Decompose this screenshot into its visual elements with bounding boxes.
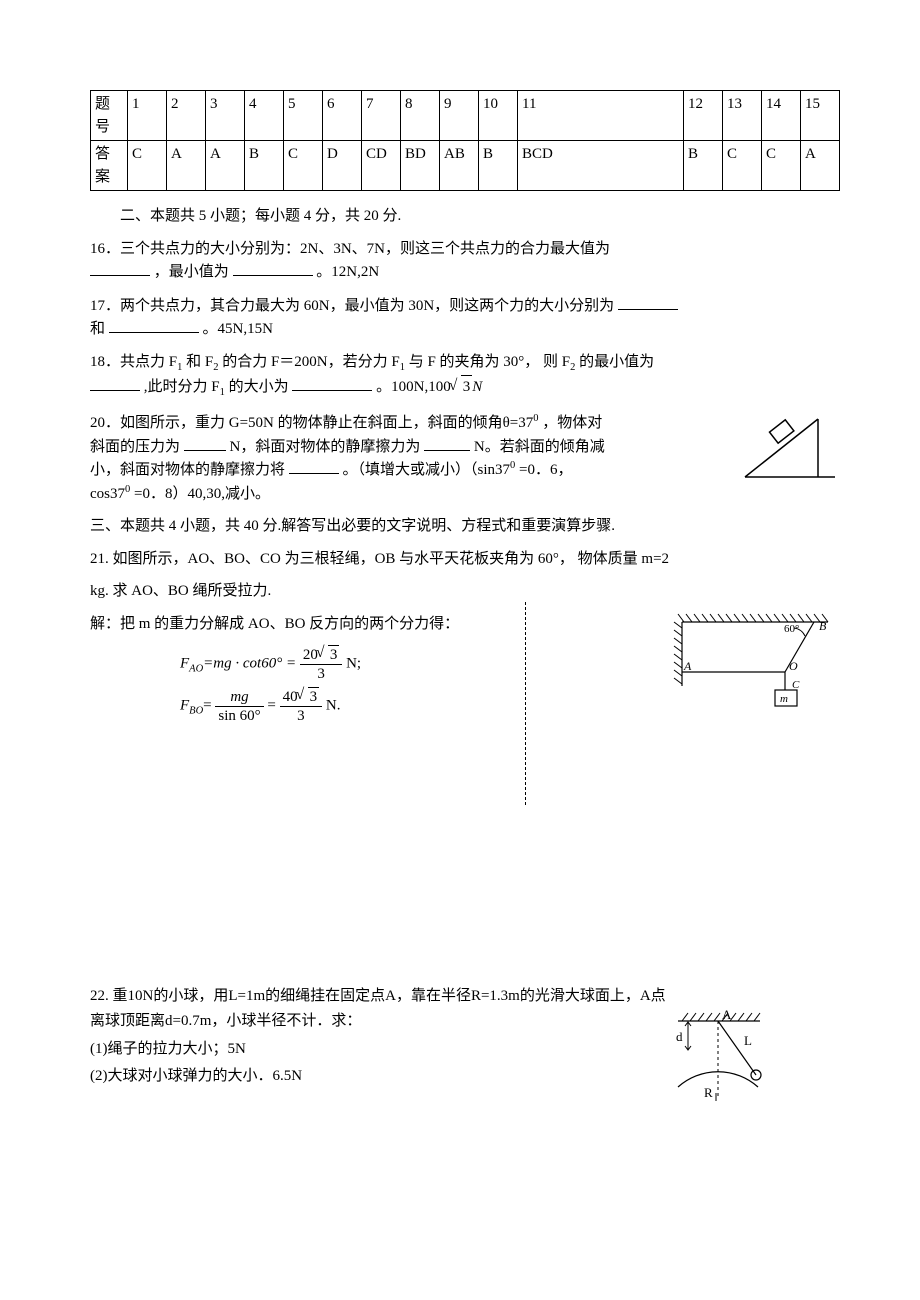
blank (184, 435, 226, 451)
q21-formula-1: FAO=mg · cot60° = 203 3 N; (180, 645, 510, 683)
fig21-O: O (789, 659, 798, 673)
q20-4: cos37 (90, 486, 125, 502)
blank (109, 317, 199, 333)
ans-cell: A (167, 141, 206, 191)
sphere-figure: A d L R (660, 1009, 780, 1119)
col-num: 13 (723, 91, 762, 141)
col-num: 6 (323, 91, 362, 141)
q18-b: 和 F (186, 354, 213, 370)
q20-4b: =0．8）40,30,减小。 (134, 486, 270, 502)
ans-cell: C (762, 141, 801, 191)
q21-formula-2: FBO= mg sin 60° = 403 3 N. (180, 687, 510, 725)
ans-cell: B (684, 141, 723, 191)
col-num: 1 (128, 91, 167, 141)
q18-h: 。100N,100 (376, 379, 451, 395)
q16-text-a: 16．三个共点力的大小分别为：2N、3N、7N，则这三个共点力的合力最大值为 (90, 241, 610, 257)
section3-title: 三、本题共 4 小题，共 40 分.解答写出必要的文字说明、方程式和重要演算步骤… (90, 515, 840, 538)
ans-cell: BD (401, 141, 440, 191)
q20-3c: =0．6， (519, 462, 572, 478)
ans-cell: CD (362, 141, 401, 191)
q20-2c: N。若斜面的倾角减 (474, 439, 605, 455)
col-num: 2 (167, 91, 206, 141)
q17-text-c: 。45N,15N (203, 321, 273, 337)
q18-d: 与 F 的夹角为 30°， 则 F (409, 354, 570, 370)
col-num: 4 (245, 91, 284, 141)
blank (424, 435, 470, 451)
ans-cell: AB (440, 141, 479, 191)
q22: A d L R 22. 重10N的小球，用L=1m的细绳挂在固定点A，靠在半径R… (90, 985, 840, 1087)
q18-c: 的合力 F＝200N，若分力 F (222, 354, 400, 370)
q17-text-b: 和 (90, 321, 105, 337)
ans-cell: C (723, 141, 762, 191)
q21-sol-intro: 解：把 m 的重力分解成 AO、BO 反方向的两个分力得： (90, 613, 510, 636)
ans-cell: C (128, 141, 167, 191)
q18-e: 的最小值为 (579, 354, 654, 370)
q20-3a: 小，斜面对物体的静摩擦力将 (90, 462, 285, 478)
q16-text-c: 。12N,2N (316, 264, 379, 280)
blank (618, 294, 678, 310)
fig21-angle: 60° (784, 623, 799, 635)
col-num: 8 (401, 91, 440, 141)
ans-cell: A (801, 141, 840, 191)
ans-cell: B (479, 141, 518, 191)
q21-line2: kg. 求 AO、BO 绳所受拉力. (90, 580, 510, 603)
q18-a: 18．共点力 F (90, 354, 177, 370)
fig22-A: A (722, 1009, 732, 1022)
fig22-L: L (744, 1033, 752, 1048)
q21-line1: 21. 如图所示，AO、BO、CO 为三根轻绳，OB 与水平天花板夹角为 60°… (90, 548, 840, 571)
col-num: 11 (518, 91, 684, 141)
q18-g: 的大小为 (229, 379, 289, 395)
fig21-B: B (819, 619, 827, 633)
ans-cell: B (245, 141, 284, 191)
incline-figure (740, 411, 840, 483)
q20-2a: 斜面的压力为 (90, 439, 180, 455)
blank (292, 375, 372, 391)
ans-cell: D (323, 141, 362, 191)
blank (90, 375, 140, 391)
q22-line1: 22. 重10N的小球，用L=1m的细绳挂在固定点A，靠在半径R=1.3m的光滑… (90, 985, 840, 1008)
col-num: 9 (440, 91, 479, 141)
q20: 20．如图所示，重力 G=50N 的物体静止在斜面上，斜面的倾角θ=370 ，物… (90, 411, 840, 505)
blank (90, 260, 150, 276)
ans-cell: C (284, 141, 323, 191)
fig21-C: C (792, 679, 800, 691)
q16-text-b: ，最小值为 (154, 264, 229, 280)
q20-1b: ，物体对 (542, 415, 602, 431)
blank (233, 260, 313, 276)
col-num: 5 (284, 91, 323, 141)
q18: 18．共点力 F1 和 F2 的合力 F＝200N，若分力 F1 与 F 的夹角… (90, 351, 840, 402)
q20-1a: 20．如图所示，重力 G=50N 的物体静止在斜面上，斜面的倾角θ=37 (90, 415, 533, 431)
fig21-m: m (780, 693, 788, 705)
q16: 16．三个共点力的大小分别为：2N、3N、7N，则这三个共点力的合力最大值为 ，… (90, 238, 840, 284)
col-num: 12 (684, 91, 723, 141)
ans-cell: A (206, 141, 245, 191)
ans-cell: BCD (518, 141, 684, 191)
fig22-R: R (704, 1085, 713, 1100)
col-num: 14 (762, 91, 801, 141)
q18-sqrt: 3 (461, 375, 473, 399)
q17: 17．两个共点力，其合力最大为 60N，最小值为 30N，则这两个力的大小分别为… (90, 294, 840, 341)
row-label-answer: 答案 (91, 141, 128, 191)
answer-table: 题号 1 2 3 4 5 6 7 8 9 10 11 12 13 14 15 答… (90, 90, 840, 191)
q21: 21. 如图所示，AO、BO、CO 为三根轻绳，OB 与水平天花板夹角为 60°… (90, 548, 840, 726)
col-num: 10 (479, 91, 518, 141)
q20-3b: 。（填增大或减小）（sin37 (343, 462, 511, 478)
q17-text-a: 17．两个共点力，其合力最大为 60N，最小值为 30N，则这两个力的大小分别为 (90, 298, 614, 314)
section2-title: 二、本题共 5 小题；每小题 4 分，共 20 分. (90, 205, 840, 228)
table-row-numbers: 题号 1 2 3 4 5 6 7 8 9 10 11 12 13 14 15 (91, 91, 840, 141)
blank (289, 458, 339, 474)
col-num: 7 (362, 91, 401, 141)
q18-f: ,此时分力 F (144, 379, 220, 395)
fig22-d: d (676, 1029, 683, 1044)
dashed-divider (525, 602, 526, 806)
fig21-A: A (683, 659, 692, 673)
q20-2b: N，斜面对物体的静摩擦力为 (230, 439, 421, 455)
q18-unit: N (472, 379, 482, 395)
col-num: 15 (801, 91, 840, 141)
table-row-answers: 答案 C A A B C D CD BD AB B BCD B C C A (91, 141, 840, 191)
rope-figure: 60° B A O C m (670, 608, 840, 718)
col-num: 3 (206, 91, 245, 141)
row-label-number: 题号 (91, 91, 128, 141)
